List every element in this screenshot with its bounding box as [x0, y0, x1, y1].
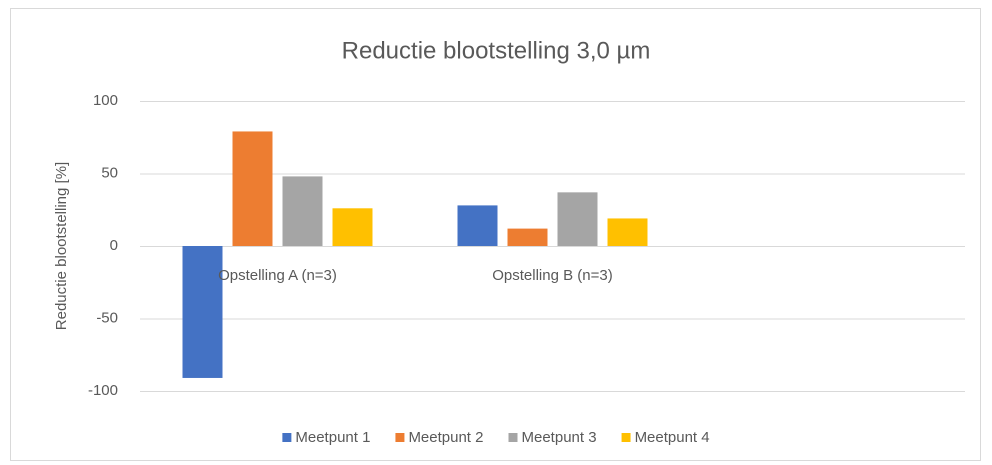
legend-swatch	[395, 433, 405, 442]
bar	[332, 208, 373, 246]
y-tick-label: 100	[93, 92, 118, 109]
legend-label: Meetpunt 1	[295, 429, 370, 446]
legend-swatch	[508, 433, 518, 442]
bar	[607, 218, 648, 246]
y-tick-label: 50	[101, 164, 118, 181]
bar	[557, 192, 598, 246]
bar	[507, 228, 548, 246]
legend-swatch	[621, 433, 631, 442]
x-tick-label: Opstelling A (n=3)	[218, 267, 337, 284]
y-tick-label: -50	[96, 309, 118, 326]
legend-label: Meetpunt 4	[635, 429, 710, 446]
y-tick-label: 0	[110, 237, 118, 254]
legend-label: Meetpunt 3	[522, 429, 597, 446]
bar	[232, 131, 273, 246]
bar	[457, 205, 498, 246]
legend-label: Meetpunt 2	[408, 429, 483, 446]
y-axis-label: Reductie blootstelling [%]	[53, 162, 70, 330]
y-tick-label: -100	[88, 382, 118, 399]
x-tick-label: Opstelling B (n=3)	[492, 267, 612, 284]
bar	[182, 246, 223, 378]
bar	[282, 176, 323, 246]
chart-title: Reductie blootstelling 3,0 µm	[342, 37, 651, 64]
legend-swatch	[282, 433, 292, 442]
